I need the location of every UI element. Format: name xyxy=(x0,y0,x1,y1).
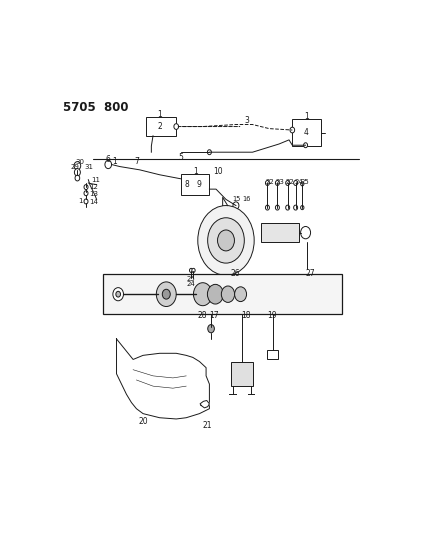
Circle shape xyxy=(300,206,304,209)
Circle shape xyxy=(74,161,81,170)
Circle shape xyxy=(208,150,211,155)
Text: 31: 31 xyxy=(84,164,93,170)
Circle shape xyxy=(275,205,279,210)
Circle shape xyxy=(190,268,193,272)
Text: 19: 19 xyxy=(268,311,277,320)
Circle shape xyxy=(303,143,308,148)
Text: 15: 15 xyxy=(233,196,241,203)
Text: 18: 18 xyxy=(241,311,250,320)
Bar xyxy=(261,223,299,243)
Circle shape xyxy=(300,227,311,239)
Circle shape xyxy=(286,181,290,185)
Circle shape xyxy=(75,175,80,181)
Text: 26: 26 xyxy=(231,269,241,278)
Circle shape xyxy=(105,160,112,168)
Text: 1: 1 xyxy=(193,167,198,176)
Circle shape xyxy=(156,282,176,306)
Text: 11: 11 xyxy=(92,177,101,183)
Text: 14: 14 xyxy=(89,199,98,205)
Circle shape xyxy=(217,230,235,251)
Text: 5: 5 xyxy=(178,152,183,161)
Text: 22: 22 xyxy=(265,179,274,185)
Circle shape xyxy=(294,181,297,185)
Bar xyxy=(231,361,253,386)
Text: 1: 1 xyxy=(304,111,309,120)
Circle shape xyxy=(294,205,297,210)
Circle shape xyxy=(193,282,212,306)
Text: 25: 25 xyxy=(186,276,195,281)
Bar xyxy=(268,350,278,359)
Circle shape xyxy=(300,182,304,186)
Text: 25: 25 xyxy=(301,179,310,185)
Circle shape xyxy=(265,181,270,185)
Polygon shape xyxy=(200,400,209,408)
Text: 16: 16 xyxy=(242,196,250,203)
Text: 7: 7 xyxy=(135,157,140,166)
Text: 13: 13 xyxy=(89,191,98,197)
Circle shape xyxy=(235,287,247,302)
Circle shape xyxy=(116,292,121,297)
Circle shape xyxy=(275,181,279,185)
Text: 5705  800: 5705 800 xyxy=(63,101,129,114)
Text: 4: 4 xyxy=(304,128,309,137)
Circle shape xyxy=(233,202,239,209)
Text: 30: 30 xyxy=(75,159,84,165)
Text: 6: 6 xyxy=(106,155,111,164)
Text: 21: 21 xyxy=(202,421,211,430)
Circle shape xyxy=(198,206,254,276)
Text: 22: 22 xyxy=(285,179,294,185)
Circle shape xyxy=(208,284,223,304)
Circle shape xyxy=(113,288,124,301)
Circle shape xyxy=(192,268,195,272)
Circle shape xyxy=(208,218,244,263)
Text: 24: 24 xyxy=(186,280,195,287)
Bar xyxy=(181,174,209,195)
Bar xyxy=(103,274,342,314)
Text: 12: 12 xyxy=(89,184,98,190)
Circle shape xyxy=(84,184,88,190)
Text: 1: 1 xyxy=(112,157,117,166)
Polygon shape xyxy=(116,339,209,419)
Circle shape xyxy=(208,325,214,333)
Text: 1: 1 xyxy=(79,198,83,204)
Circle shape xyxy=(84,191,88,196)
Circle shape xyxy=(221,286,235,302)
Text: 24: 24 xyxy=(294,179,303,185)
Text: 29: 29 xyxy=(70,164,79,170)
Circle shape xyxy=(174,124,178,130)
Circle shape xyxy=(286,205,290,210)
Text: 8: 8 xyxy=(184,180,189,189)
Text: 23: 23 xyxy=(275,179,284,185)
Circle shape xyxy=(74,168,80,176)
Text: 1: 1 xyxy=(157,109,162,118)
Text: 28: 28 xyxy=(198,311,207,320)
Circle shape xyxy=(265,205,270,210)
Text: 27: 27 xyxy=(306,269,315,278)
Circle shape xyxy=(84,199,88,204)
Text: 10: 10 xyxy=(214,167,223,176)
Bar xyxy=(146,117,176,136)
Circle shape xyxy=(203,402,206,406)
Circle shape xyxy=(290,127,294,133)
Bar xyxy=(292,119,321,146)
Text: 20: 20 xyxy=(138,416,148,425)
Text: 9: 9 xyxy=(196,180,201,189)
Text: 3: 3 xyxy=(244,116,249,125)
Text: 17: 17 xyxy=(209,311,218,320)
Circle shape xyxy=(162,289,170,299)
Text: 2: 2 xyxy=(157,122,162,131)
